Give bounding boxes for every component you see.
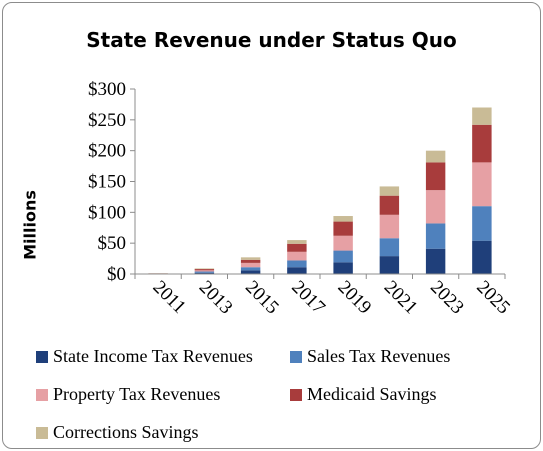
bar-segment-2013-s0	[194, 272, 215, 274]
bar-segment-2017-s3	[287, 243, 307, 252]
bar-segment-2015-s3	[240, 259, 261, 263]
y-tick-label: $150	[88, 172, 126, 193]
bar-segment-2017-s4	[287, 240, 307, 244]
chart-title: State Revenue under Status Quo	[86, 28, 457, 52]
x-tick-label-2025: 2025	[472, 277, 514, 319]
x-tick-label-2019: 2019	[334, 277, 376, 319]
legend-item: Sales Tax Revenues	[290, 346, 450, 367]
bar-segment-2013-s2	[194, 270, 215, 272]
bar-segment-2015-s2	[240, 262, 261, 268]
legend-swatch	[290, 388, 302, 401]
y-tick-label: $200	[88, 141, 126, 162]
y-tick-label: $300	[88, 79, 126, 100]
bar-segment-2013-s3	[194, 269, 215, 271]
bar-segment-2025-s0	[472, 240, 492, 274]
legend-label: Sales Tax Revenues	[307, 346, 451, 366]
bar-segment-2021-s3	[379, 195, 400, 215]
bar-segment-2021-s2	[379, 214, 400, 239]
bar-segment-2025-s3	[472, 124, 492, 163]
legend-label: Medicaid Savings	[307, 384, 437, 404]
bar-segment-2021-s1	[379, 238, 400, 257]
bar-segment-2023-s3	[425, 162, 446, 191]
legend-item: State Income Tax Revenues	[36, 346, 253, 367]
bar-segment-2021-s0	[379, 256, 400, 274]
legend-swatch	[36, 388, 48, 401]
y-tick-label: $250	[88, 110, 126, 131]
bar-segment-2019-s0	[333, 262, 353, 274]
bar-segment-2023-s2	[425, 190, 446, 224]
bar-segment-2019-s1	[333, 250, 353, 263]
bar-segment-2019-s3	[333, 221, 353, 236]
legend-swatch	[36, 350, 48, 363]
bar-segment-2013-s1	[194, 271, 215, 273]
y-tick-label: $50	[98, 233, 127, 254]
legend-item: Property Tax Revenues	[36, 384, 220, 405]
y-tick-label: $100	[88, 202, 126, 223]
bar-segment-2025-s2	[472, 162, 492, 207]
bar-segment-2025-s1	[472, 206, 492, 241]
legend-label: Property Tax Revenues	[53, 384, 221, 404]
legend-label: State Income Tax Revenues	[53, 346, 253, 366]
bar-segment-2017-s1	[287, 260, 307, 268]
bar-segment-2015-s1	[240, 267, 261, 271]
bar-segment-2013-s4	[194, 268, 215, 270]
x-tick-label-2015: 2015	[241, 277, 283, 319]
legend-item: Medicaid Savings	[290, 384, 436, 405]
x-tick-label-2011: 2011	[149, 277, 190, 318]
bar-segment-2023-s4	[425, 150, 446, 163]
bar-segment-2017-s2	[287, 251, 307, 261]
x-tick-label-2023: 2023	[426, 277, 468, 319]
bar-segment-2015-s0	[240, 270, 261, 274]
x-tick-label-2017: 2017	[287, 277, 329, 319]
bar-segment-2023-s1	[425, 223, 446, 249]
x-tick-label-2013: 2013	[195, 277, 237, 319]
legend-swatch	[290, 350, 302, 363]
bar-segment-2015-s4	[240, 257, 261, 260]
bar-segment-2021-s4	[379, 186, 400, 196]
bar-segment-2019-s4	[333, 216, 353, 222]
y-tick-label: $0	[107, 264, 126, 285]
x-tick-label-2021: 2021	[380, 277, 422, 319]
bars-layer	[148, 107, 492, 274]
legend-label: Corrections Savings	[53, 422, 199, 442]
legend-item: Corrections Savings	[36, 422, 199, 443]
bar-segment-2023-s0	[425, 248, 446, 274]
bar-segment-2017-s0	[287, 267, 307, 274]
legend-swatch	[36, 426, 48, 439]
bar-segment-2019-s2	[333, 235, 353, 251]
bar-segment-2025-s4	[472, 107, 492, 125]
